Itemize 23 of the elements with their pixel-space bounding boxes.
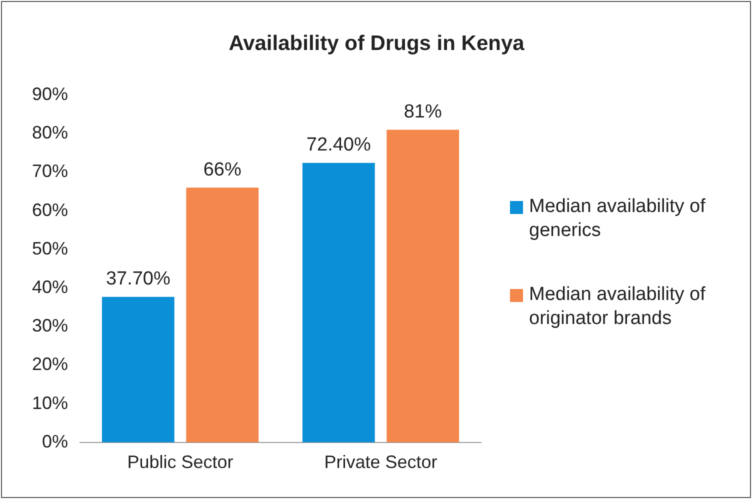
bar xyxy=(102,296,174,442)
y-tick-label: 50% xyxy=(32,238,68,258)
chart-title: Availability of Drugs in Kenya xyxy=(228,32,526,56)
x-tick-label: Private Sector xyxy=(324,452,438,472)
y-tick-label: 10% xyxy=(32,392,68,413)
bar xyxy=(386,130,460,442)
data-label: 66% xyxy=(203,159,242,180)
y-tick-label: 70% xyxy=(32,161,68,182)
y-tick-label: 40% xyxy=(32,276,68,297)
y-tick-label: 30% xyxy=(32,316,68,336)
data-label: 37.70% xyxy=(106,268,170,290)
y-tick-label: 80% xyxy=(32,122,68,143)
y-tick-label: 0% xyxy=(42,431,68,452)
y-tick-label: 90% xyxy=(32,84,68,104)
data-label: 72.40% xyxy=(306,134,371,156)
y-tick-label: 20% xyxy=(32,354,68,374)
bar xyxy=(302,162,375,442)
y-tick-label: 60% xyxy=(32,200,68,220)
data-label: 81% xyxy=(404,101,442,122)
bar xyxy=(186,188,259,442)
legend-label: Median availability of generics xyxy=(529,195,706,243)
x-tick-label: Public Sector xyxy=(127,452,234,472)
legend-label: Median availability of originator brands xyxy=(529,283,706,331)
